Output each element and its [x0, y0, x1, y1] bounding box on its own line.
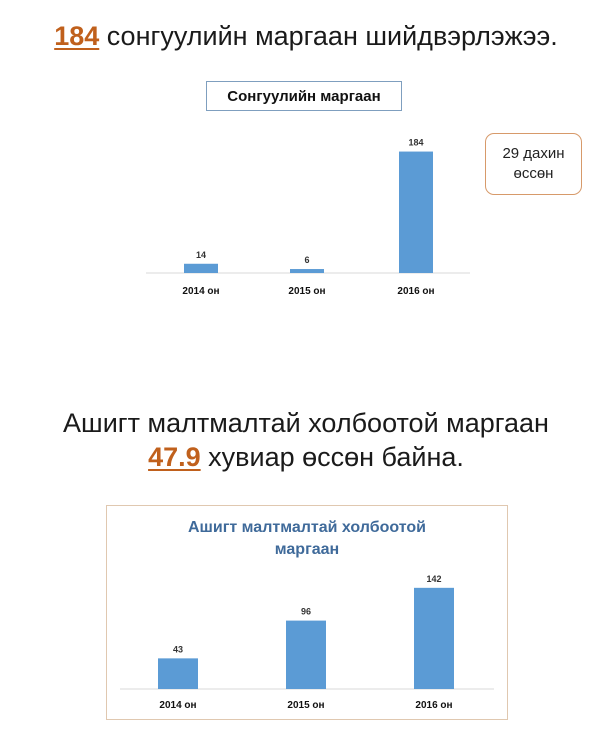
chart1-value-label-3: 184 [408, 138, 423, 148]
headline-text: сонгуулийн маргаан шийдвэрлэжээ. [99, 21, 558, 51]
chart2-category-label-3: 2016 он [415, 700, 452, 711]
chart1-bar-2 [290, 269, 324, 273]
chart2-bar-3 [414, 587, 454, 689]
growth-callout: 29 дахин өссөн [485, 133, 582, 195]
callout-line2: өссөн [513, 165, 554, 182]
chart1-plot: 14 2014 он 6 2015 он 184 2016 он [146, 138, 470, 297]
chart1-category-label-3: 2016 он [397, 286, 434, 297]
headline2-text: хувиар өссөн байна. [200, 442, 464, 472]
headline-election-disputes: 184 сонгуулийн маргаан шийдвэрлэжээ. [0, 20, 612, 52]
chart2-bar-1 [158, 658, 198, 689]
chart1-title: Сонгуулийн маргаан [206, 81, 402, 111]
chart2-plot: 43 2014 он 96 2015 он 142 2016 он [120, 574, 494, 711]
chart2-value-label-3: 142 [426, 574, 441, 584]
headline2-number: 47.9 [148, 442, 201, 472]
chart1-category-label-1: 2014 он [182, 286, 219, 297]
callout-line1: 29 дахин [502, 145, 565, 162]
chart2-value-label-2: 96 [301, 607, 311, 617]
chart2-title: Ашигт малтмалтай холбоотой маргаан [106, 517, 508, 561]
chart2-value-label-1: 43 [173, 644, 183, 654]
chart2-category-label-2: 2015 он [287, 700, 324, 711]
chart1-value-label-2: 6 [304, 255, 309, 265]
chart1-category-label-2: 2015 он [288, 286, 325, 297]
chart2-category-label-1: 2014 он [159, 700, 196, 711]
chart1-value-label-1: 14 [196, 250, 206, 260]
chart2-title-text: Ашигт малтмалтай холбоотой маргаан [188, 519, 426, 558]
chart1-bar-3 [399, 151, 433, 273]
headline-mining-line2: 47.9 хувиар өссөн байна. [0, 441, 612, 473]
headline-number: 184 [54, 21, 100, 51]
headline-mining-line1: Ашигт малтмалтай холбоотой маргаан [63, 408, 549, 438]
chart2-bar-2 [286, 620, 326, 689]
chart1-bar-1 [184, 263, 218, 273]
